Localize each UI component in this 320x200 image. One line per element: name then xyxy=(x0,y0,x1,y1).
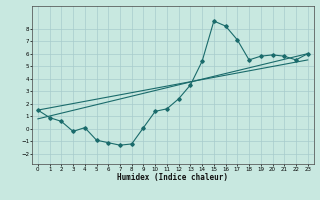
X-axis label: Humidex (Indice chaleur): Humidex (Indice chaleur) xyxy=(117,173,228,182)
